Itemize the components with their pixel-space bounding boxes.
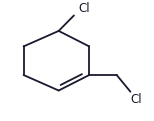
Text: Cl: Cl: [131, 93, 142, 106]
Text: Cl: Cl: [78, 2, 90, 15]
